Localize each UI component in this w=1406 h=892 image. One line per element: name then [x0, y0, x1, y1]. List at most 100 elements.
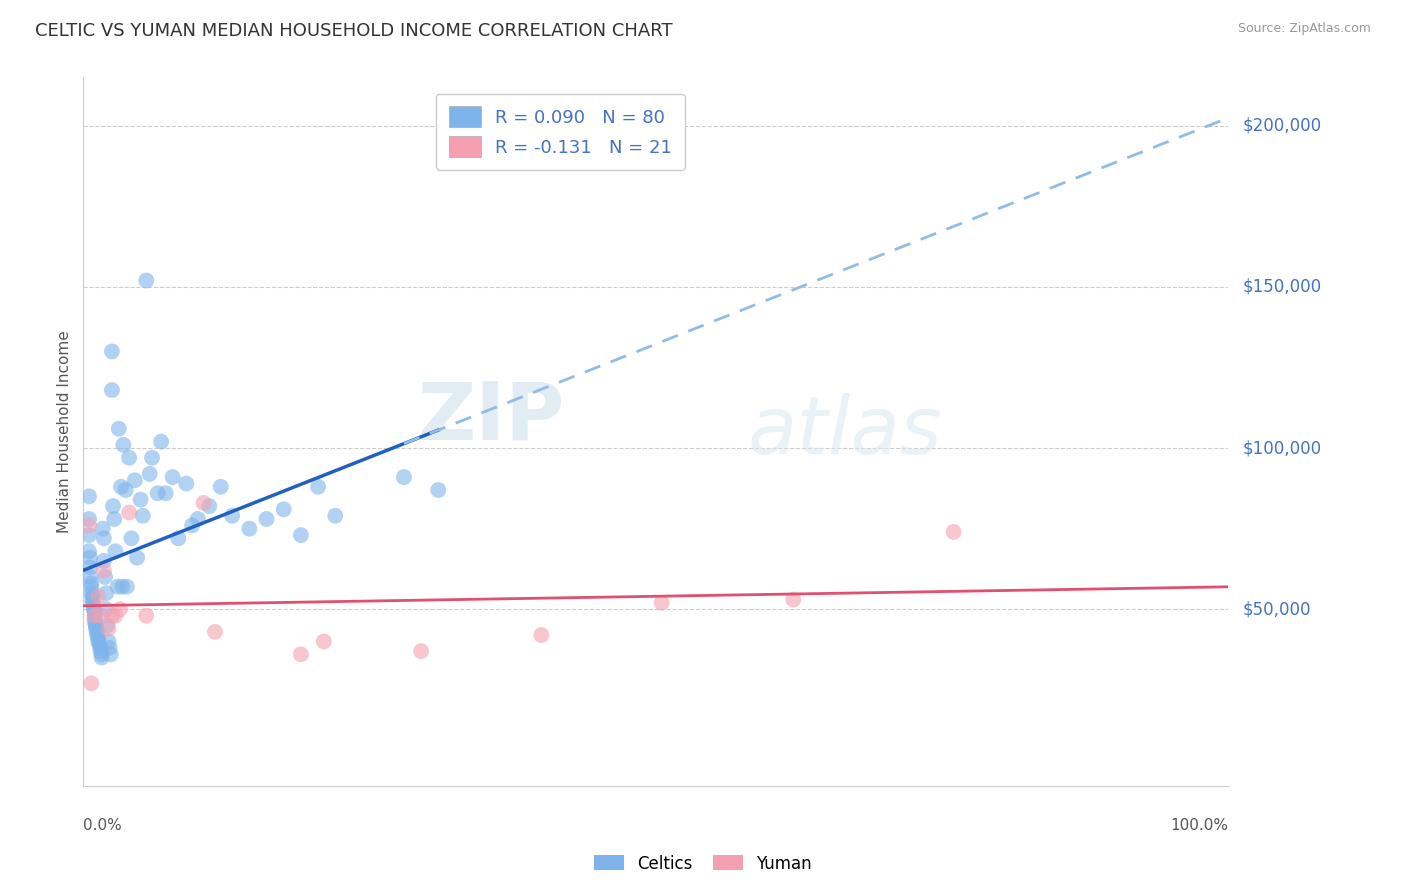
Point: [83, 608, 105, 623]
Point: [77, 490, 100, 504]
Point: [82, 596, 104, 610]
Point: [124, 473, 146, 487]
Point: [127, 550, 149, 565]
Point: [90, 650, 112, 665]
Point: [167, 532, 190, 546]
Point: [107, 580, 129, 594]
Point: [101, 383, 124, 397]
Point: [79, 560, 101, 574]
Point: [83, 608, 105, 623]
Point: [103, 512, 125, 526]
Text: $50,000: $50,000: [1243, 600, 1310, 618]
Text: atlas: atlas: [748, 393, 942, 471]
Point: [101, 499, 124, 513]
Point: [97, 622, 120, 636]
Point: [82, 592, 104, 607]
Point: [87, 590, 110, 604]
Point: [209, 480, 232, 494]
Point: [89, 644, 111, 658]
Point: [84, 622, 107, 636]
Point: [107, 422, 129, 436]
Point: [89, 608, 111, 623]
Point: [94, 570, 117, 584]
Point: [79, 550, 101, 565]
Text: 100.0%: 100.0%: [1171, 818, 1229, 833]
Point: [83, 606, 105, 620]
Point: [83, 612, 105, 626]
Point: [97, 634, 120, 648]
Point: [132, 508, 155, 523]
Text: $100,000: $100,000: [1243, 439, 1322, 457]
Point: [96, 618, 118, 632]
Point: [89, 640, 111, 655]
Point: [80, 576, 103, 591]
Point: [120, 532, 142, 546]
Point: [77, 528, 100, 542]
Point: [93, 554, 115, 568]
Point: [115, 580, 138, 594]
Point: [118, 450, 141, 465]
Point: [77, 518, 100, 533]
Point: [98, 640, 121, 655]
Point: [198, 499, 221, 513]
Point: [392, 470, 415, 484]
Point: [323, 508, 346, 523]
Point: [83, 599, 105, 613]
Point: [129, 492, 152, 507]
Point: [204, 624, 226, 639]
Point: [101, 608, 124, 623]
Point: [101, 344, 124, 359]
Text: Source: ZipAtlas.com: Source: ZipAtlas.com: [1237, 22, 1371, 36]
Point: [83, 615, 105, 629]
Point: [80, 580, 103, 594]
Point: [96, 602, 118, 616]
Point: [256, 512, 278, 526]
Point: [87, 632, 110, 646]
Point: [80, 676, 103, 690]
Point: [181, 518, 204, 533]
Point: [427, 483, 450, 497]
Point: [100, 648, 122, 662]
Point: [104, 608, 127, 623]
Point: [93, 564, 115, 578]
Legend: Celtics, Yuman: Celtics, Yuman: [588, 848, 818, 880]
Point: [79, 570, 101, 584]
Point: [146, 486, 169, 500]
Point: [273, 502, 295, 516]
Point: [155, 486, 177, 500]
Point: [135, 273, 157, 287]
Y-axis label: Median Household Income: Median Household Income: [58, 331, 72, 533]
Point: [162, 470, 184, 484]
Point: [83, 602, 105, 616]
Point: [176, 476, 198, 491]
Point: [312, 634, 335, 648]
Point: [150, 434, 173, 449]
Point: [651, 596, 673, 610]
Point: [221, 508, 243, 523]
Point: [86, 628, 108, 642]
Point: [111, 580, 134, 594]
Point: [138, 467, 160, 481]
Point: [82, 590, 104, 604]
Point: [77, 544, 100, 558]
Point: [141, 450, 163, 465]
Point: [96, 586, 118, 600]
Point: [108, 602, 131, 616]
Point: [77, 512, 100, 526]
Point: [84, 618, 107, 632]
Text: 0.0%: 0.0%: [83, 818, 122, 833]
Point: [782, 592, 804, 607]
Point: [86, 624, 108, 639]
Point: [290, 528, 312, 542]
Point: [238, 522, 260, 536]
Point: [87, 634, 110, 648]
Point: [193, 496, 215, 510]
Point: [187, 512, 209, 526]
Point: [135, 608, 157, 623]
Point: [942, 524, 965, 539]
Text: $200,000: $200,000: [1243, 117, 1322, 135]
Point: [110, 480, 132, 494]
Point: [307, 480, 329, 494]
Point: [93, 532, 115, 546]
Point: [290, 648, 312, 662]
